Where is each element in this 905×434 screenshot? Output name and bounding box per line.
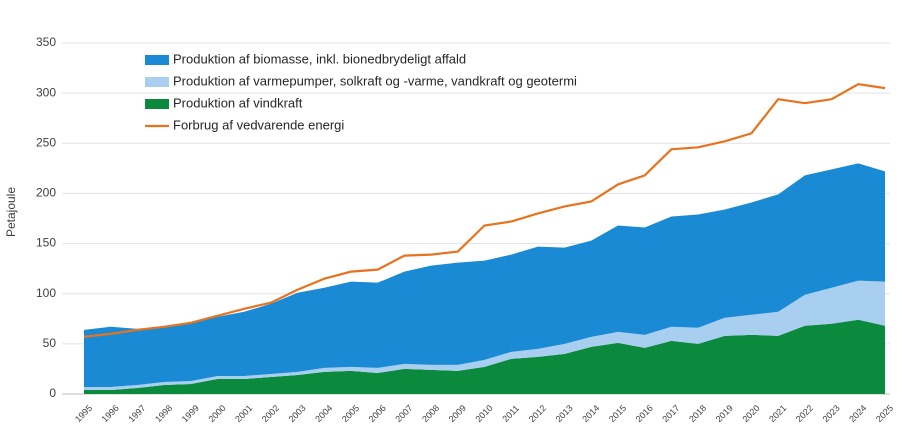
x-tick-label: 2018 [687, 403, 708, 424]
x-tick-label: 2000 [206, 403, 227, 424]
x-tick-label: 2025 [874, 403, 895, 424]
y-axis-label: Petajoule [4, 187, 18, 237]
x-tick-label: 2006 [367, 403, 388, 424]
x-tick-label: 2016 [634, 403, 655, 424]
x-tick-label: 2004 [313, 403, 334, 424]
legend-swatch [145, 77, 169, 87]
x-tick-label: 2005 [340, 403, 361, 424]
y-tick-label: 350 [36, 35, 56, 49]
legend-label: Forbrug af vedvarende energi [173, 117, 344, 132]
y-tick-label: 250 [36, 135, 56, 149]
x-tick-label: 2024 [847, 403, 868, 424]
legend-label: Produktion af biomasse, inkl. bionedbryd… [173, 51, 466, 66]
legend-label: Produktion af vindkraft [173, 95, 303, 110]
line [83, 82, 886, 338]
x-tick-label: 2001 [233, 403, 254, 424]
x-tick-label: 2022 [794, 403, 815, 424]
y-tick-label: 100 [36, 286, 56, 300]
x-tick-label: 2009 [447, 403, 468, 424]
x-tick-label: 2014 [580, 403, 601, 424]
x-tick-label: 2007 [393, 403, 414, 424]
y-tick-label: 50 [43, 336, 57, 350]
area [84, 319, 885, 394]
x-tick-label: 1999 [180, 403, 201, 424]
x-tick-label: 2002 [260, 403, 281, 424]
legend-swatch [145, 99, 169, 109]
x-tick-label: 1997 [126, 403, 147, 424]
x-tick-label: 2010 [473, 403, 494, 424]
x-tick-label: 2019 [714, 403, 735, 424]
x-tick-label: 2015 [607, 403, 628, 424]
x-tick-label: 2011 [500, 403, 521, 424]
legend-label: Produktion af varmepumper, solkraft og -… [173, 73, 577, 88]
x-tick-label: 1996 [100, 403, 121, 424]
x-tick-label: 2023 [821, 403, 842, 424]
y-tick-label: 0 [49, 386, 56, 400]
x-tick-label: 2017 [660, 403, 681, 424]
area [84, 280, 885, 390]
area [84, 163, 885, 387]
y-tick-label: 300 [36, 85, 56, 99]
y-tick-label: 150 [36, 236, 56, 250]
x-tick-label: 1995 [73, 403, 94, 424]
x-tick-label: 2008 [420, 403, 441, 424]
x-tick-label: 2012 [527, 403, 548, 424]
x-tick-label: 2021 [767, 403, 788, 424]
x-tick-label: 2020 [740, 403, 761, 424]
x-tick-label: 1998 [153, 403, 174, 424]
x-tick-label: 2003 [287, 403, 308, 424]
legend-swatch [145, 55, 169, 65]
y-tick-label: 200 [36, 186, 56, 200]
x-tick-label: 2013 [554, 403, 575, 424]
